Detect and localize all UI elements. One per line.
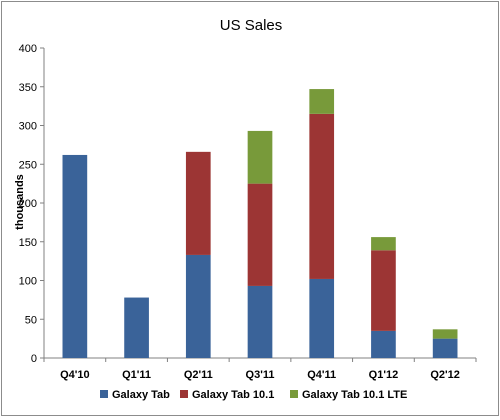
y-tick-label: 400 [19,43,37,55]
x-tick-label: Q3'11 [246,369,275,381]
legend-swatch-2 [290,390,298,398]
bar-1-series-0 [124,297,149,358]
bar-0-series-0 [62,154,88,358]
bar-2-series-1 [185,151,211,255]
legend-label-2: Galaxy Tab 10.1 LTE [302,389,407,401]
y-tick-label: 0 [31,353,37,365]
bar-2-series-0 [185,254,211,358]
x-tick-label: Q2'11 [184,369,213,381]
bar-3-series-1 [247,183,273,286]
x-tick-label: Q1'12 [369,369,399,381]
legend: Galaxy Tab Galaxy Tab 10.1 Galaxy Tab 10.1… [100,389,407,401]
bar-5-series-2 [371,237,396,251]
bar-4-series-2 [309,89,335,114]
y-tick-label: 250 [19,159,37,171]
y-tick-label: 200 [19,198,37,210]
y-tick-label: 350 [19,82,37,94]
x-tick-label: Q1'11 [122,369,151,381]
bar-5-series-1 [371,250,396,331]
bar-4-series-1 [309,113,335,279]
legend-swatch-0 [100,390,108,398]
y-axis-label: thousands [14,174,26,230]
y-tick-label: 50 [25,314,37,326]
legend-label-0: Galaxy Tab [112,389,170,401]
bar-4-series-0 [309,278,335,358]
legend-swatch-1 [180,390,188,398]
stacked-bar-chart: US Sales thousands 0 50 100 150 200 250 300 350… [14,17,477,401]
x-tick-label: Q4'11 [307,369,336,381]
x-tick-label: Q2'12 [430,369,460,381]
y-tick-label: 300 [19,121,37,133]
legend-label-1: Galaxy Tab 10.1 [192,389,274,401]
y-tick-label: 150 [19,237,37,249]
bar-3-series-2 [247,130,273,184]
chart-title: US Sales [220,17,283,34]
x-tick-label: Q4'10 [60,369,90,381]
bar-6-series-2 [432,329,458,339]
bar-5-series-0 [371,330,396,359]
bar-3-series-0 [247,285,273,358]
plot-area: 0 50 100 150 200 250 300 350 400 Q4'10 Q1'11 Q2'11 Q… [19,43,477,381]
bar-6-series-0 [432,338,458,359]
y-tick-label: 100 [19,276,37,288]
